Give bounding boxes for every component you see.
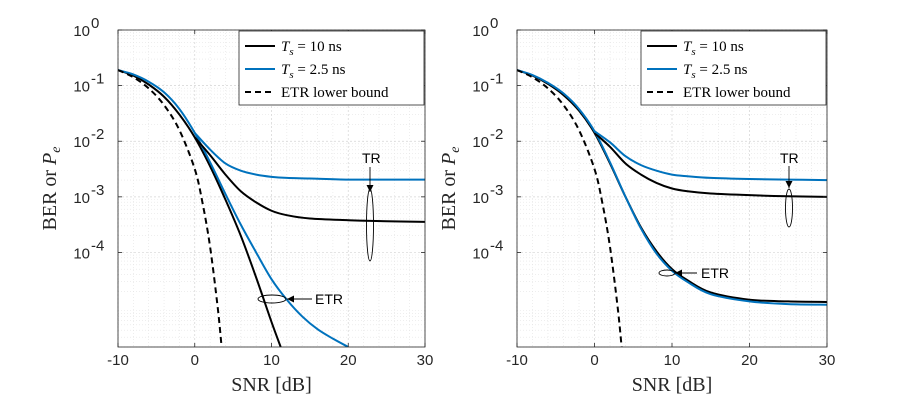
p1-ytick-label: 10 [73, 79, 90, 96]
p1-legend-label-0: Ts = 10 ns [281, 39, 342, 58]
p2-legend-label-1: Ts = 2.5 ns [683, 62, 748, 81]
p2-ylabel: BER or Pe [438, 147, 463, 231]
p2-annotation-text-1: ETR [701, 265, 729, 281]
p1-ytick-label: 10 [73, 134, 90, 151]
p2-annotation-arrowhead-0 [785, 181, 793, 188]
p1-annotation-ellipse-1 [257, 294, 287, 304]
p1-series-4 [194, 132, 425, 181]
p1-series-3 [193, 136, 425, 223]
p2-legend-label-0: Ts = 10 ns [683, 39, 744, 58]
p2-ytick-label: 10 [472, 79, 489, 96]
p2-series-1 [517, 69, 827, 306]
p2-annotation-ellipse-1 [658, 269, 676, 277]
p1-annotation-text-0: TR [362, 150, 381, 166]
p2-legend-label-2: ETR lower bound [683, 85, 791, 101]
p1-ytick-exponent: 0 [91, 15, 99, 32]
p2-ytick-label: 10 [472, 23, 489, 40]
p1-series-1 [118, 69, 349, 347]
p1-ytick-exponent: -2 [91, 126, 104, 143]
p1-xtick-label: -10 [107, 352, 129, 369]
p1-xtick-label: 10 [263, 352, 280, 369]
p2-ytick-label: 10 [472, 134, 489, 151]
p1-annotation-arrowhead-1 [287, 295, 294, 303]
p1-ytick-label: 10 [73, 23, 90, 40]
p2-annotation-arrowhead-1 [675, 269, 682, 277]
p1-xtick-label: 30 [417, 352, 434, 369]
p2-series-2 [517, 69, 623, 347]
p2-annotation-ellipse-0 [785, 188, 793, 228]
p2-curves [517, 69, 827, 347]
p2-ytick-exponent: -2 [490, 126, 503, 143]
p1-xtick-label: 0 [191, 352, 199, 369]
p2-xtick-label: 10 [664, 352, 681, 369]
p2-ytick-exponent: -3 [490, 182, 503, 199]
p1-ylabel: BER or Pe [39, 147, 64, 231]
p2-xtick-label: 30 [819, 352, 836, 369]
p2-xlabel: SNR [dB] [632, 374, 713, 396]
p2-ytick-exponent: -1 [490, 71, 503, 88]
p1-ytick-label: 10 [73, 190, 90, 207]
p1-curves [118, 69, 425, 347]
p2-xtick-label: 20 [741, 352, 758, 369]
p1-ytick-exponent: -3 [91, 182, 104, 199]
p2-ytick-label: 10 [472, 190, 489, 207]
p2-series-3 [593, 132, 827, 198]
p1-annotation-ellipse-0 [366, 188, 374, 262]
p1-legend-label-2: ETR lower bound [281, 85, 389, 101]
p1-series-2 [118, 69, 223, 347]
p1-legend-label-1: Ts = 2.5 ns [281, 62, 346, 81]
p1-series-0 [118, 69, 282, 347]
p1-xlabel: SNR [dB] [231, 374, 312, 396]
p2-xtick-label: -10 [506, 352, 528, 369]
p1-annotation-text-1: ETR [315, 291, 343, 307]
p1-ytick-exponent: -4 [91, 237, 104, 254]
p2-annotation-text-0: TR [780, 150, 799, 166]
p2-ytick-label: 10 [472, 245, 489, 262]
p1-ytick-label: 10 [73, 245, 90, 262]
p1-annotation-arrowhead-0 [366, 185, 374, 192]
p1-ytick-exponent: -1 [91, 71, 104, 88]
p2-xtick-label: 0 [590, 352, 598, 369]
p1-xtick-label: 20 [340, 352, 357, 369]
p2-ytick-exponent: 0 [490, 15, 498, 32]
p2-ytick-exponent: -4 [490, 237, 503, 254]
p2-series-4 [593, 130, 827, 182]
